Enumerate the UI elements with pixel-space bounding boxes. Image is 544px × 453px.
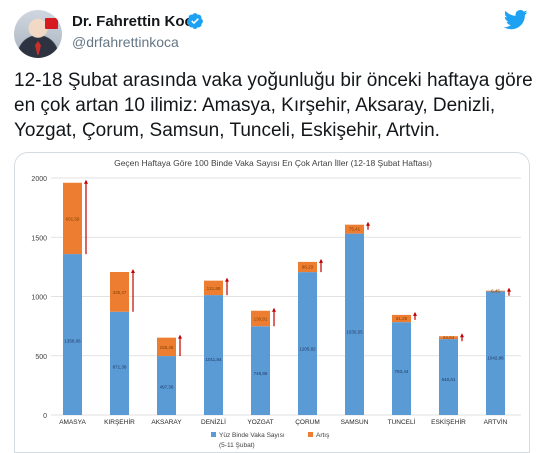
chart-title: Geçen Haftaya Göre 100 Binde Vaka Sayısı… [114, 158, 432, 168]
data-label-increase: 75,41 [349, 227, 361, 232]
data-label-base: 1011,84 [206, 357, 222, 362]
data-label-increase: 6,45 [491, 289, 500, 294]
increase-arrowhead [272, 307, 276, 312]
bar-increase [298, 261, 317, 273]
author-handle[interactable]: @drfahrettinkoca [72, 34, 179, 50]
author-name[interactable]: Dr. Fahrettin Koca [72, 13, 202, 30]
increase-arrowhead [84, 179, 88, 184]
data-label-increase: 601,59 [66, 216, 80, 221]
x-tick-label: ARTVİN [484, 417, 508, 426]
tweet-text: 12-18 Şubat arasında vaka yoğunluğu bir … [14, 70, 533, 141]
x-tick-label: KIRŞEHİR [104, 417, 135, 426]
x-tick-label: DENİZLİ [201, 417, 226, 426]
bar-increase [345, 224, 364, 234]
bar-increase [110, 271, 129, 312]
bar-base [63, 254, 82, 415]
data-label-increase: 24,04 [443, 335, 455, 340]
data-label-base: 1358,06 [64, 339, 81, 344]
increase-arrowhead [507, 287, 511, 292]
increase-arrowhead [319, 258, 323, 263]
x-tick-label: SAMSUN [341, 419, 369, 426]
bar-base [110, 311, 129, 415]
x-tick-label: YOZGAT [247, 419, 273, 426]
data-label-base: 783,44 [395, 369, 409, 374]
bar-base [298, 272, 317, 415]
bar-increase [251, 310, 270, 327]
bar-increase [157, 337, 176, 357]
data-label-base: 1530,55 [346, 329, 363, 334]
data-label-increase: 86,29 [302, 264, 314, 269]
legend-swatch-increase [308, 432, 313, 437]
data-label-base: 640,61 [442, 377, 456, 382]
legend-label-increase: Artış [316, 432, 330, 439]
bar-base [486, 291, 505, 415]
x-tick-label: AMASYA [59, 419, 86, 426]
bar-base [204, 295, 223, 415]
increase-arrowhead [225, 277, 229, 282]
avatar[interactable] [14, 10, 62, 58]
bar-base [439, 339, 458, 415]
data-label-increase: 121,88 [207, 286, 221, 291]
bar-increase [204, 280, 223, 296]
increase-arrowhead [178, 334, 182, 339]
y-tick-label: 1500 [31, 235, 47, 242]
legend-label-base: Yüz Binde Vaka Sayısı [219, 432, 285, 439]
data-label-increase: 130,91 [254, 317, 268, 322]
bar-chart: Geçen Haftaya Göre 100 Binde Vaka Sayısı… [31, 158, 521, 449]
bar-increase [439, 336, 458, 340]
verified-badge-icon [187, 13, 203, 29]
increase-arrowhead [366, 221, 370, 226]
data-label-base: 748,86 [254, 371, 268, 376]
y-tick-label: 0 [43, 413, 47, 420]
increase-arrowhead [460, 333, 464, 338]
bar-increase [486, 290, 505, 292]
flag-icon [45, 18, 58, 29]
chart-image[interactable]: Geçen Haftaya Göre 100 Binde Vaka Sayısı… [14, 152, 530, 453]
y-tick-label: 500 [35, 354, 47, 361]
increase-arrowhead [131, 268, 135, 273]
x-tick-label: AKSARAY [151, 419, 182, 426]
bar-base [392, 322, 411, 415]
x-tick-label: TUNCELİ [388, 417, 416, 426]
bar-base [157, 356, 176, 415]
data-label-base: 1042,86 [487, 355, 504, 360]
data-label-base: 871,38 [113, 365, 127, 370]
y-tick-label: 1000 [31, 295, 47, 302]
bar-base [345, 233, 364, 415]
bar-increase [392, 314, 411, 323]
legend-subtitle: (5-11 Şubat) [219, 442, 255, 449]
increase-arrowhead [413, 311, 417, 316]
data-label-increase: 61,25 [396, 316, 408, 321]
data-label-increase: 335,47 [113, 290, 127, 295]
bar-base [251, 326, 270, 415]
x-tick-label: ESKİŞEHİR [431, 417, 466, 426]
data-label-increase: 155,45 [160, 345, 174, 350]
x-tick-label: ÇORUM [295, 419, 320, 426]
tie-icon [35, 41, 41, 55]
twitter-bird-icon[interactable] [504, 10, 528, 30]
data-label-base: 497,36 [160, 384, 174, 389]
bar-increase [63, 182, 82, 255]
y-tick-label: 2000 [31, 176, 47, 183]
data-label-base: 1205,82 [299, 347, 316, 352]
legend-swatch-base [211, 432, 216, 437]
